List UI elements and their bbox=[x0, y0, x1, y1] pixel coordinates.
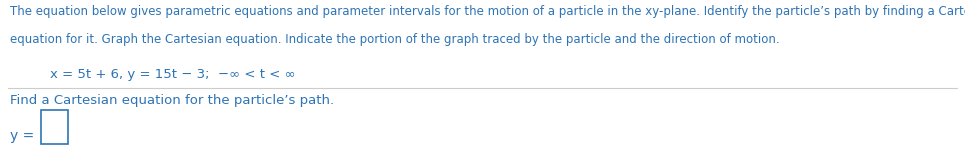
Text: x = 5t + 6, y = 15t − 3;  −∞ < t < ∞: x = 5t + 6, y = 15t − 3; −∞ < t < ∞ bbox=[50, 68, 296, 81]
Text: The equation below gives parametric equations and parameter intervals for the mo: The equation below gives parametric equa… bbox=[10, 5, 965, 18]
Text: equation for it. Graph the Cartesian equation. Indicate the portion of the graph: equation for it. Graph the Cartesian equ… bbox=[10, 33, 780, 46]
Text: y =: y = bbox=[10, 129, 34, 143]
Text: Find a Cartesian equation for the particle’s path.: Find a Cartesian equation for the partic… bbox=[10, 94, 334, 107]
FancyBboxPatch shape bbox=[41, 110, 68, 144]
